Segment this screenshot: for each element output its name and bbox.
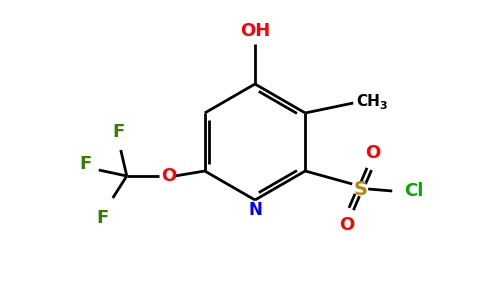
Text: F: F [113, 123, 125, 141]
Text: O: O [365, 144, 381, 162]
Text: S: S [353, 179, 367, 199]
Text: O: O [340, 216, 355, 234]
Text: F: F [97, 209, 109, 227]
Text: O: O [161, 167, 176, 185]
Text: F: F [80, 155, 92, 173]
Text: N: N [248, 201, 262, 219]
Text: OH: OH [240, 22, 270, 40]
Text: 3: 3 [379, 101, 387, 111]
Text: Cl: Cl [404, 182, 424, 200]
Text: CH: CH [356, 94, 380, 109]
